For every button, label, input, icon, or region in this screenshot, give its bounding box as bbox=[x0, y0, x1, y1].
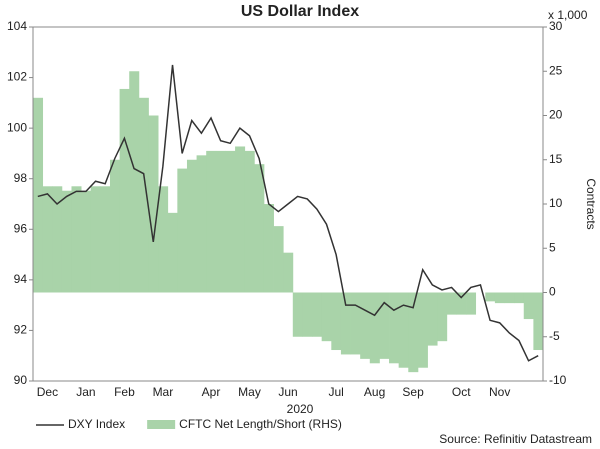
area-step bbox=[312, 292, 323, 337]
area-step bbox=[215, 150, 226, 293]
area-step bbox=[369, 292, 380, 364]
y2-tick-label: -10 bbox=[549, 373, 567, 387]
area-step bbox=[283, 252, 294, 293]
area-step bbox=[273, 226, 284, 293]
area-step bbox=[417, 292, 428, 368]
y-tick-label: 104 bbox=[7, 19, 27, 33]
area-step bbox=[466, 292, 477, 315]
y2-unit: x 1,000 bbox=[548, 8, 588, 22]
y-tick-label: 96 bbox=[14, 221, 28, 235]
legend-label: DXY Index bbox=[68, 417, 125, 431]
area-step bbox=[186, 159, 197, 293]
x-tick-label: Feb bbox=[114, 385, 135, 399]
area-step bbox=[437, 292, 448, 342]
area-step bbox=[350, 292, 361, 355]
y2-tick-label: 0 bbox=[549, 285, 556, 299]
x-tick-label: Aug bbox=[364, 385, 385, 399]
area-step bbox=[71, 186, 82, 293]
x-tick-label: Apr bbox=[202, 385, 221, 399]
area-step bbox=[408, 292, 419, 373]
area-step bbox=[302, 292, 313, 337]
x-tick-label: Jun bbox=[278, 385, 297, 399]
area-step bbox=[263, 204, 274, 293]
x-tick-label: Jan bbox=[76, 385, 95, 399]
area-step bbox=[446, 292, 457, 315]
y-tick-label: 90 bbox=[14, 373, 28, 387]
x-tick-label: Dec bbox=[37, 385, 58, 399]
y2-tick-label: 15 bbox=[549, 152, 563, 166]
y2-tick-label: 10 bbox=[549, 196, 563, 210]
x-tick-label: May bbox=[238, 385, 261, 399]
area-step bbox=[158, 186, 169, 293]
area-step bbox=[254, 164, 265, 293]
area-step bbox=[340, 292, 351, 355]
area-step bbox=[100, 186, 111, 293]
x-tick-label: Sep bbox=[402, 385, 424, 399]
area-step bbox=[360, 292, 371, 359]
y-tick-label: 92 bbox=[14, 323, 28, 337]
line bbox=[37, 64, 539, 362]
chart-title: US Dollar Index bbox=[241, 3, 359, 20]
area-step bbox=[235, 146, 246, 293]
area-step bbox=[109, 159, 121, 293]
area-step bbox=[196, 155, 207, 293]
area-step bbox=[504, 292, 515, 304]
source: Source: Refinitiv Datastream bbox=[439, 432, 592, 446]
area-step bbox=[427, 292, 438, 346]
y2-tick-label: -5 bbox=[549, 329, 560, 343]
y-tick-label: 102 bbox=[7, 70, 27, 84]
y-tick-label: 100 bbox=[7, 120, 27, 134]
area-step bbox=[119, 88, 130, 293]
y-tick-label: 94 bbox=[14, 272, 28, 286]
y2-axis-label: Contracts bbox=[584, 178, 598, 229]
area-step bbox=[129, 71, 140, 293]
y-tick-label: 98 bbox=[14, 171, 28, 185]
area-step bbox=[494, 292, 505, 304]
area-step bbox=[244, 150, 255, 293]
area-step bbox=[81, 190, 92, 293]
x-tick-label: Jul bbox=[328, 385, 343, 399]
area-step bbox=[389, 292, 400, 364]
area-step bbox=[331, 292, 342, 351]
area-step bbox=[148, 115, 159, 293]
area-step bbox=[167, 212, 178, 293]
area-step bbox=[379, 292, 390, 359]
y2-tick-label: 25 bbox=[549, 63, 563, 77]
x-axis-label: 2020 bbox=[287, 402, 314, 416]
x-tick-label: Mar bbox=[153, 385, 174, 399]
area-step bbox=[514, 292, 525, 304]
x-tick-label: Nov bbox=[489, 385, 510, 399]
x-tick-label: Oct bbox=[452, 385, 471, 399]
y2-tick-label: 5 bbox=[549, 240, 556, 254]
area-step bbox=[321, 292, 332, 342]
area-step bbox=[177, 168, 188, 293]
area-step bbox=[456, 292, 467, 315]
y2-tick-label: 30 bbox=[549, 19, 563, 33]
area-step bbox=[292, 292, 303, 337]
legend-label: CFTC Net Length/Short (RHS) bbox=[179, 417, 342, 431]
area-step bbox=[225, 150, 236, 293]
area-step bbox=[138, 97, 149, 293]
area-step bbox=[42, 186, 53, 293]
area-step bbox=[398, 292, 409, 368]
area-step bbox=[61, 190, 72, 293]
legend-swatch bbox=[147, 420, 176, 429]
area-step bbox=[33, 97, 44, 293]
area-step bbox=[52, 186, 63, 293]
area-step bbox=[90, 186, 101, 293]
area-step bbox=[523, 292, 534, 320]
area-step bbox=[485, 292, 496, 302]
area-step bbox=[206, 150, 217, 293]
y2-tick-label: 20 bbox=[549, 108, 563, 122]
area-step bbox=[533, 292, 544, 351]
